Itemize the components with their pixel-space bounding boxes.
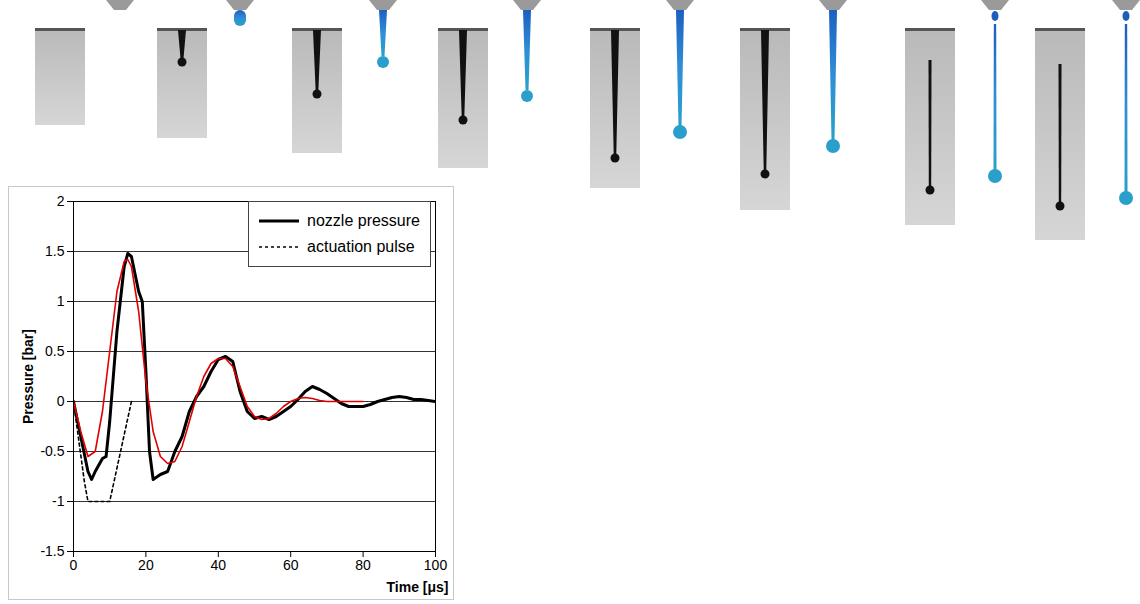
svg-text:40: 40 (211, 557, 227, 573)
svg-text:100: 100 (424, 557, 448, 573)
svg-text:1: 1 (57, 293, 65, 309)
svg-text:20: 20 (138, 557, 154, 573)
svg-text:60: 60 (283, 557, 299, 573)
svg-text:2: 2 (57, 193, 65, 209)
svg-text:-1: -1 (52, 493, 65, 509)
svg-text:0: 0 (57, 393, 65, 409)
svg-text:80: 80 (355, 557, 371, 573)
svg-text:0: 0 (70, 557, 78, 573)
svg-text:-1.5: -1.5 (40, 543, 64, 559)
html-text:nozzle pressure: nozzle pressure (307, 212, 420, 229)
svg-text:0.5: 0.5 (45, 343, 65, 359)
svg-text:-0.5: -0.5 (40, 443, 64, 459)
svg-text:Time [μs]: Time [μs] (387, 579, 449, 595)
svg-text:1.5: 1.5 (45, 243, 65, 259)
svg-text:Pressure [bar]: Pressure [bar] (20, 329, 36, 424)
html-text:actuation pulse: actuation pulse (307, 238, 415, 255)
